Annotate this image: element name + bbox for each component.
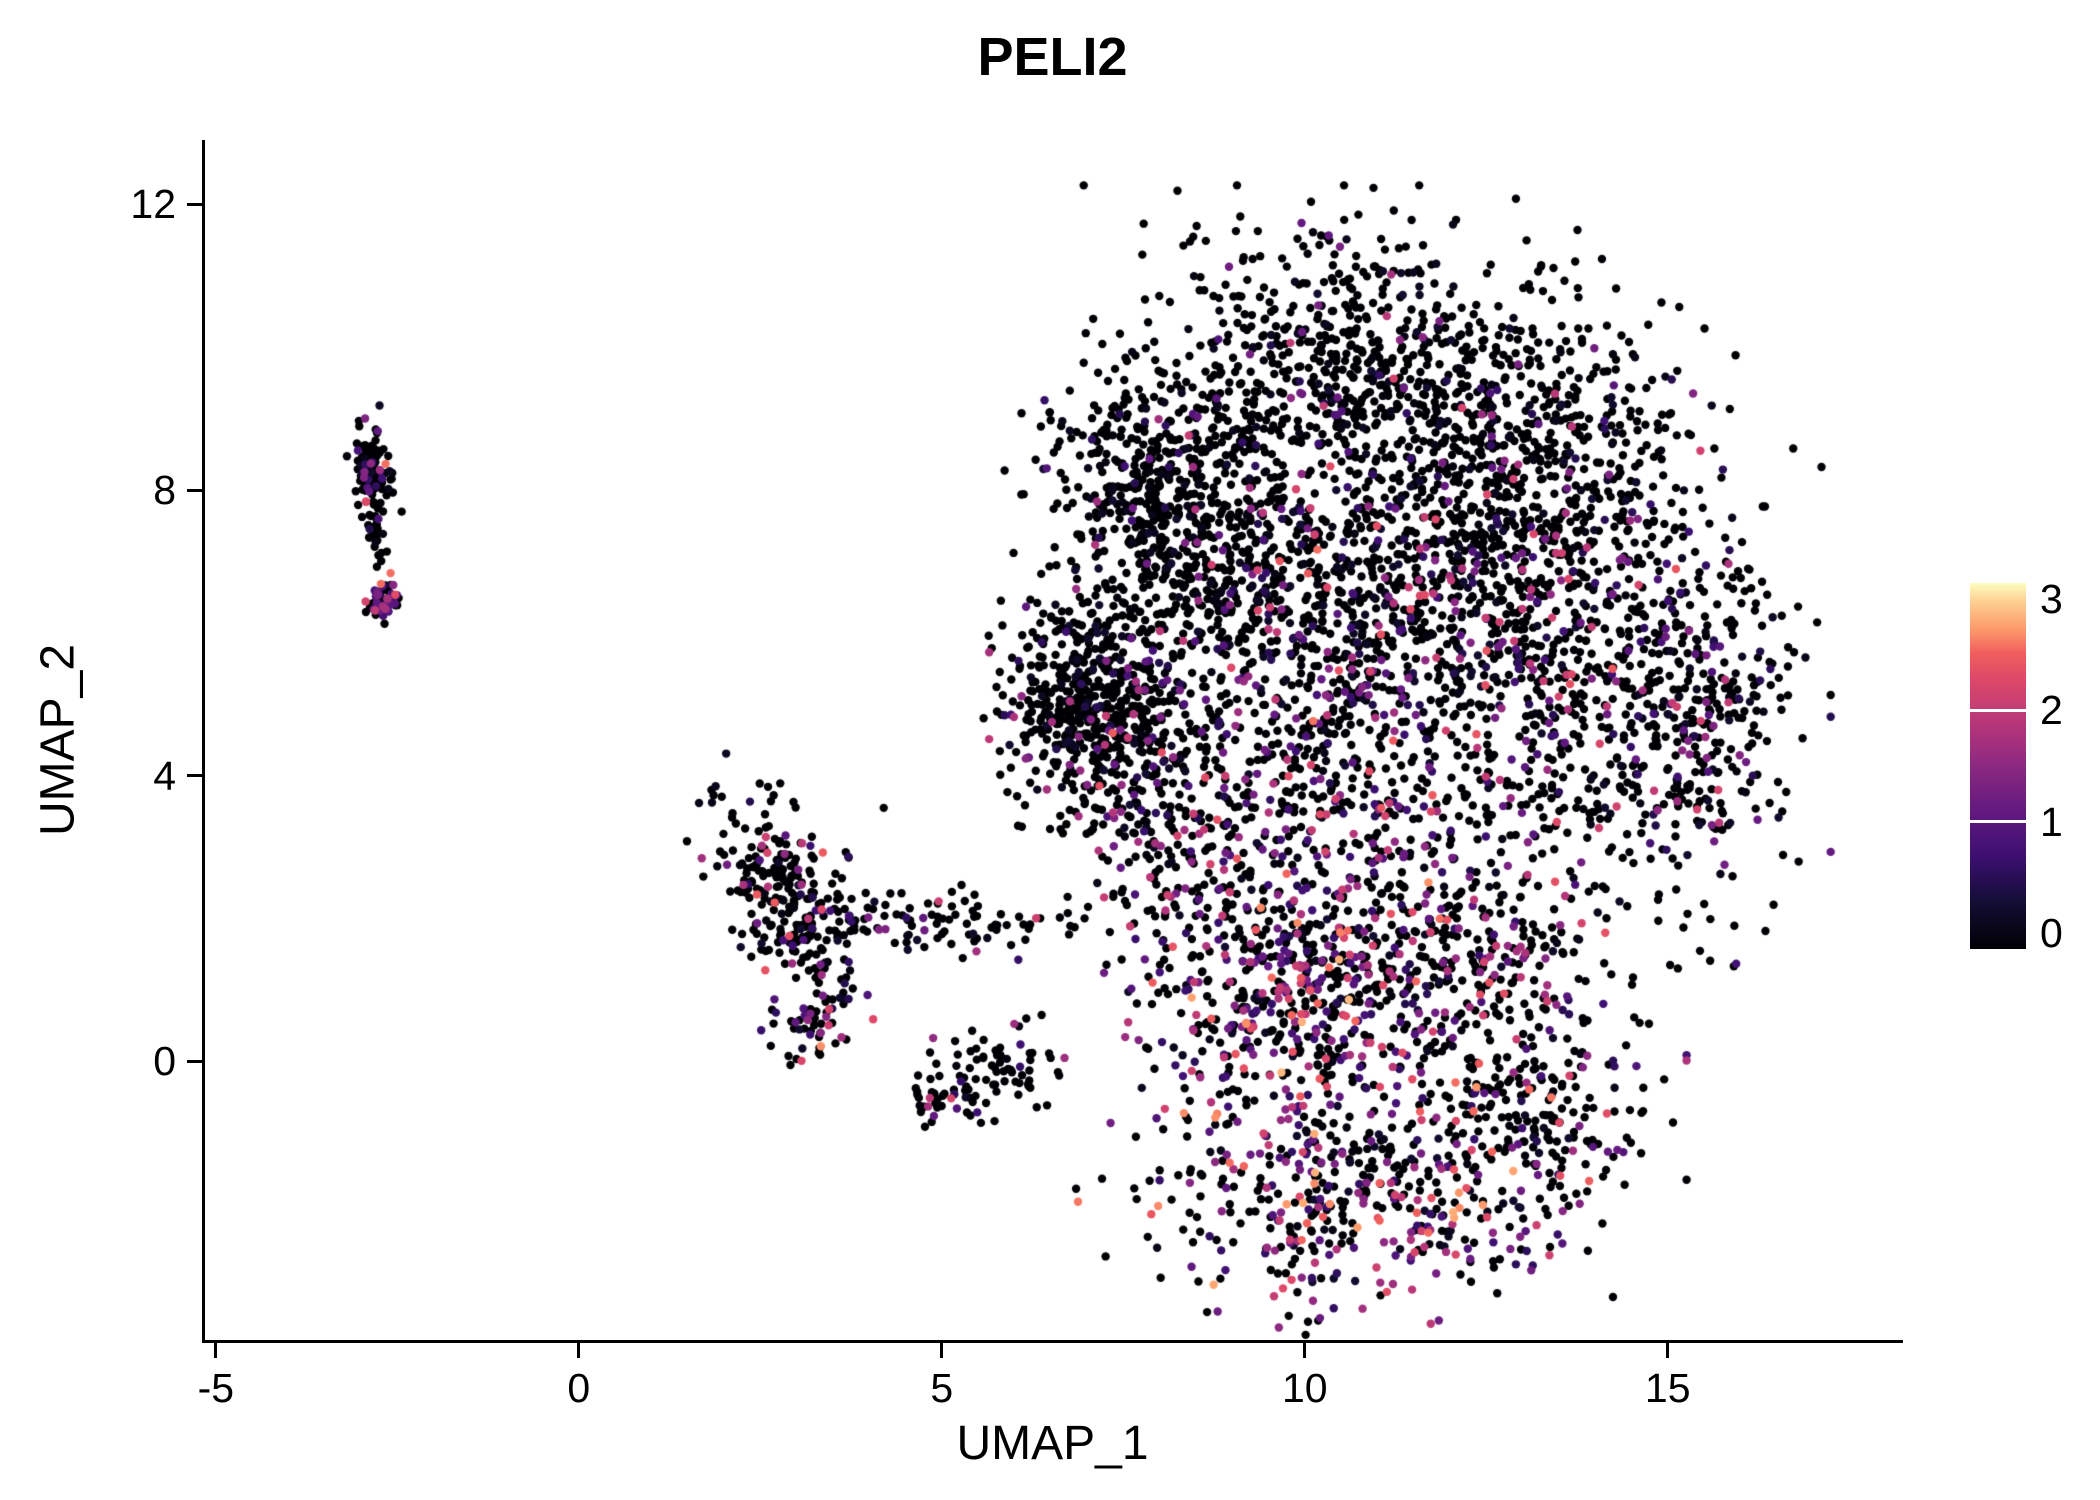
y-axis-title: UMAP_2 xyxy=(31,643,85,837)
x-tick-label: 5 xyxy=(930,1365,954,1411)
colorbar-tick-label: 1 xyxy=(2040,798,2063,845)
colorbar-tick-mark xyxy=(1970,708,2026,712)
y-tick-mark xyxy=(187,202,202,206)
x-tick-mark xyxy=(940,1343,944,1358)
colorbar-gradient xyxy=(1970,583,2026,949)
x-tick-mark xyxy=(577,1343,581,1358)
y-tick-label: 12 xyxy=(130,181,176,228)
colorbar-tick-label: 0 xyxy=(2040,910,2063,956)
colorbar-tick-label: 3 xyxy=(2040,576,2063,622)
x-axis-title: UMAP_1 xyxy=(956,1417,1149,1470)
plot-title: PELI2 xyxy=(977,27,1128,87)
plot-panel xyxy=(205,140,1900,1340)
colorbar-tick-mark xyxy=(1970,820,2026,824)
x-tick-label: 10 xyxy=(1281,1365,1328,1411)
y-tick-label: 0 xyxy=(153,1038,176,1085)
y-tick-mark xyxy=(187,774,202,778)
x-tick-mark xyxy=(1666,1343,1670,1358)
x-tick-label: 15 xyxy=(1644,1365,1691,1411)
colorbar-labels: 0 1 2 3 xyxy=(2040,576,2100,956)
colorbar-tick-label: 2 xyxy=(2040,687,2063,734)
x-tick-label: -5 xyxy=(197,1365,235,1411)
scatter-canvas xyxy=(205,140,1900,1340)
y-tick-mark xyxy=(187,488,202,492)
x-tick-mark xyxy=(1303,1343,1307,1358)
y-tick-label: 8 xyxy=(153,467,176,513)
y-tick-label: 4 xyxy=(153,752,176,799)
y-tick-mark xyxy=(187,1059,202,1063)
x-tick-label: 0 xyxy=(567,1365,591,1411)
colorbar: 0 1 2 3 xyxy=(1970,576,2100,956)
x-tick-mark xyxy=(214,1343,218,1358)
x-axis-line xyxy=(202,1340,1903,1343)
y-axis-line xyxy=(202,140,205,1343)
